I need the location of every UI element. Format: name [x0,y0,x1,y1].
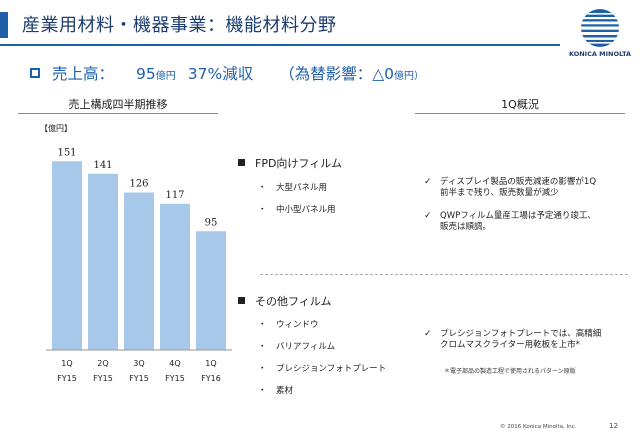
right-heading-underline [415,113,625,114]
checkmark-icon: ✓ [424,211,432,221]
quarterly-sales-bar-chart: 151 1Q FY15 141 2Q FY15 126 3Q FY15 117 4Q FY15 95 1Q… [46,147,232,383]
sales-amount: 95 [136,65,156,83]
bar [52,161,82,350]
fx-unit: 億円） [394,71,425,82]
other-film-item: ・素材 [258,386,294,396]
checkmark-icon: ✓ [424,177,432,187]
bar-value-label: 117 [165,190,184,201]
bar-value-label: 141 [93,160,112,171]
x-tick-quarter-label: 4Q [169,359,180,368]
overview-note: ✓ ディスプレイ製品の販売減速の影響が1Q 前半まで残り、販売数量が減少 [424,177,597,198]
hollow-square-icon [30,68,40,78]
black-square-icon [238,297,245,304]
copyright-text: © 2016 Konica Minolta, Inc. [500,424,577,430]
other-film-item: ・ウィンドウ [258,320,319,330]
konica-minolta-logo-icon [581,9,619,47]
bar-value-label: 126 [129,179,148,190]
x-tick-fiscal-year-label: FY15 [165,374,185,383]
fx-value: △0 [372,65,395,83]
x-tick-fiscal-year-label: FY16 [201,374,221,383]
section-dashed-divider [260,274,628,275]
black-square-icon [238,159,245,166]
x-tick-fiscal-year-label: FY15 [129,374,149,383]
other-film-category: その他フィルム [238,293,332,309]
sales-label: 売上高： [52,65,115,83]
sales-summary: 売上高： 95億円 37%減収 （為替影響：△0億円） [30,62,424,84]
fx-label: （為替影響： [279,65,373,83]
left-section-heading: 売上構成四半期推移 [68,98,168,111]
x-tick-quarter-label: 1Q [205,359,216,368]
fpd-item: ・大型パネル用 [258,183,328,193]
bar [124,192,154,350]
overview-note: ✓ プレシジョンフォトプレートでは、高精細 クロムマスクライター用乾板を上市* [424,329,602,350]
x-tick-fiscal-year-label: FY15 [93,374,113,383]
bar [196,231,226,350]
right-section-heading: 1Q概況 [501,98,539,111]
left-heading-underline [18,113,218,114]
checkmark-icon: ✓ [424,329,432,339]
x-tick-quarter-label: 3Q [133,359,144,368]
x-tick-fiscal-year-label: FY15 [57,374,77,383]
overview-note: ✓ QWPフィルム量産工場は予定通り竣工、 販売は順調。 [424,211,596,232]
page-number: 12 [609,422,618,430]
bar [160,203,190,350]
chart-unit-label: 【億円】 [40,124,72,133]
x-tick-quarter-label: 1Q [61,359,72,368]
bar-value-label: 95 [205,217,218,228]
logo-wordmark: KONICA MINOLTA [568,50,632,58]
header-accent-bar [0,12,8,38]
other-film-category-title: その他フィルム [255,295,332,308]
other-film-item: ・プレシジョンフォトプレート [258,364,387,374]
page-title: 産業用材料・機器事業：機能材料分野 [22,15,337,36]
footnote: ＊電子部品の製造工程で使用されるパターン原版 [444,368,576,375]
other-film-item: ・バリアフィルム [258,342,336,352]
x-tick-quarter-label: 2Q [97,359,108,368]
bar-value-label: 151 [57,147,76,158]
header-divider [0,44,560,46]
sales-amount-unit: 億円 [155,71,176,82]
bar [88,173,118,350]
fpd-item: ・中小型パネル用 [258,205,336,215]
fpd-category-title: FPD向けフィルム [255,157,342,170]
sales-yoy: 37%減収 [187,65,254,83]
fpd-category: FPD向けフィルム [238,155,342,171]
